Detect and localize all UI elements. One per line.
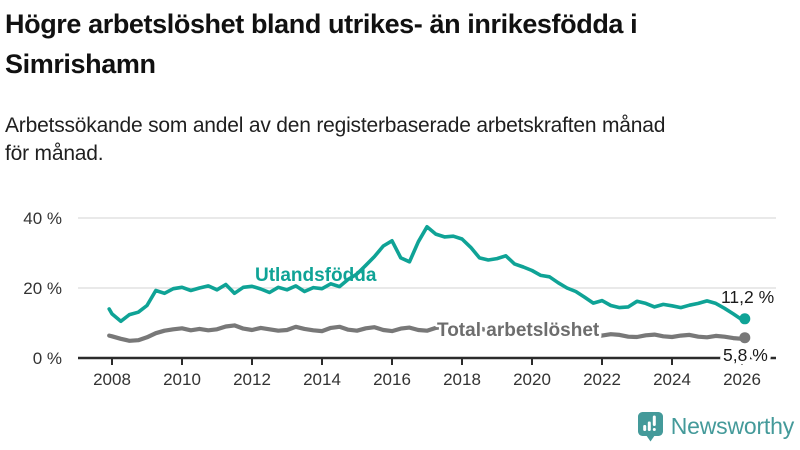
y-axis-labels: 0 % 20 % 40 %	[23, 209, 62, 368]
logo-exclamation-dot	[652, 428, 656, 431]
logo-bubble-tail	[645, 435, 655, 442]
x-tick-label-2014: 2014	[303, 370, 341, 389]
end-value-label-total-arbetsloshet: 5,8 %	[723, 345, 768, 365]
x-axis: 2008 2010 2012 2014 2016 2018 2020 2022 2024 2026	[78, 356, 776, 389]
x-tick-label-2026: 2026	[723, 370, 761, 389]
chart-subtitle-line-2: för månad.	[5, 142, 104, 165]
end-dot-total-arbetsloshet	[739, 332, 751, 344]
x-tick-label-2018: 2018	[443, 370, 481, 389]
x-tick-label-2016: 2016	[373, 370, 411, 389]
y-tick-label-0: 0 %	[33, 349, 62, 368]
bar-chart-speech-bubble-icon	[637, 412, 663, 442]
x-tick-label-2020: 2020	[513, 370, 551, 389]
chart-subtitle-line-1: Arbetssökande som andel av den registerb…	[5, 114, 666, 137]
newsworthy-logo: Newsworthy	[637, 411, 794, 442]
series-line-utlandsfodda	[107, 224, 747, 324]
chart-subtitle: Arbetssökande som andel av den registerb…	[5, 112, 665, 168]
x-tick-label-2024: 2024	[653, 370, 691, 389]
x-tick-label-2010: 2010	[163, 370, 201, 389]
page-title-line-2: Simrishamn	[5, 49, 156, 79]
x-tick-label-2008: 2008	[93, 370, 131, 389]
logo-exclamation-stem	[652, 415, 656, 426]
series-label-utlandsfodda: Utlandsfödda	[255, 265, 377, 286]
y-tick-label-40: 40 %	[23, 209, 62, 228]
page-title: Högre arbetslöshet bland utrikes- än inr…	[5, 4, 638, 84]
series-line-total-arbetsloshet	[107, 323, 747, 343]
x-tick-label-2012: 2012	[233, 370, 271, 389]
end-dot-utlandsfodda	[739, 313, 751, 325]
logo-bar-2	[647, 421, 651, 431]
newsworthy-logo-text: Newsworthy	[670, 413, 794, 439]
logo-bar-1	[642, 425, 646, 431]
page-title-line-1: Högre arbetslöshet bland utrikes- än inr…	[5, 9, 638, 39]
end-value-label-utlandsfodda: 11,2 %	[721, 287, 774, 307]
unemployment-line-chart: 0 %20 %40 %2008 2010 2012 2014 2016 2018 2020 2…	[23, 209, 776, 389]
series-lines	[107, 224, 747, 343]
x-tick-label-2022: 2022	[583, 370, 621, 389]
y-tick-label-20: 20 %	[23, 279, 62, 298]
series-label-total-arbetsloshet: Total arbetslöshet	[437, 320, 600, 341]
